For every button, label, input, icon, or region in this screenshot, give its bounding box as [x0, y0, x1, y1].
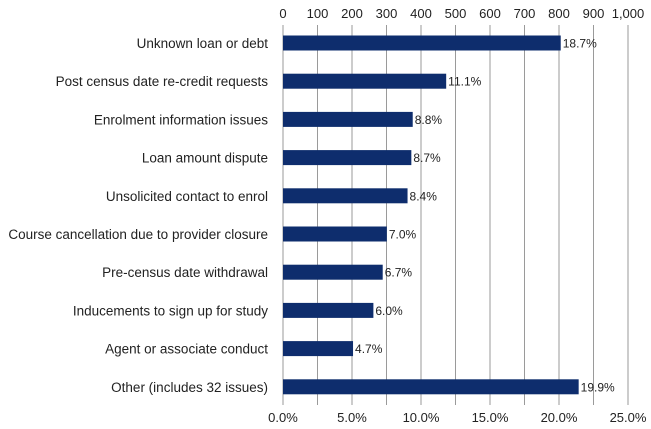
bar: [283, 150, 412, 166]
bar: [283, 226, 387, 242]
data-label: 6.7%: [385, 266, 413, 280]
bottom-axis-tick-label: 0.0%: [268, 410, 298, 425]
data-label: 8.7%: [413, 151, 441, 165]
top-axis-tick-label: 900: [583, 6, 605, 21]
data-label: 18.7%: [563, 37, 597, 51]
top-axis-tick-label: 700: [514, 6, 536, 21]
bottom-axis-tick-label: 10.0%: [403, 410, 440, 425]
bar: [283, 341, 354, 357]
data-label: 11.1%: [448, 75, 481, 89]
data-labels: 18.7% 11.1% 8.8% 8.7% 8.4% 7.0% 6.7% 6.0% 4.7% 19…: [355, 37, 615, 395]
data-label: 4.7%: [355, 342, 383, 356]
bottom-axis-tick-label: 5.0%: [337, 410, 367, 425]
top-axis-tick-label: 1,000: [612, 6, 645, 21]
category-label: Other (includes 32 issues): [111, 380, 268, 395]
category-label: Course cancellation due to provider clos…: [8, 227, 268, 242]
bar: [283, 73, 447, 89]
bars: [283, 35, 579, 395]
top-axis-tick-label: 400: [410, 6, 432, 21]
category-labels: Unknown loan or debt Post census date re-…: [8, 36, 268, 395]
top-axis-tick-label: 500: [445, 6, 467, 21]
category-label: Unknown loan or debt: [137, 36, 269, 51]
top-axis-tick-label: 800: [548, 6, 570, 21]
bottom-axis-tick-label: 20.0%: [541, 410, 578, 425]
top-axis-tick-label: 0: [279, 6, 286, 21]
category-label: Enrolment information issues: [94, 112, 268, 127]
category-label: Post census date re-credit requests: [56, 74, 269, 89]
data-label: 7.0%: [389, 228, 417, 242]
data-label: 6.0%: [375, 304, 403, 318]
category-label: Unsolicited contact to enrol: [106, 189, 268, 204]
data-label: 8.8%: [415, 113, 443, 127]
bottom-axis-tick-label: 15.0%: [472, 410, 509, 425]
bar: [283, 264, 383, 280]
data-label: 19.9%: [581, 380, 615, 394]
bottom-axis: 0.0% 5.0% 10.0% 15.0% 20.0% 25.0%: [268, 410, 647, 425]
top-axis-tick-label: 200: [341, 6, 363, 21]
data-label: 8.4%: [410, 189, 438, 203]
category-label: Agent or associate conduct: [105, 342, 268, 357]
top-axis-tick-label: 100: [307, 6, 329, 21]
category-label: Inducements to sign up for study: [73, 303, 268, 318]
bar: [283, 35, 561, 51]
top-axis-tick-label: 600: [479, 6, 501, 21]
bar: [283, 302, 374, 318]
category-label: Loan amount dispute: [142, 151, 268, 166]
top-axis: 0 100 200 300 400 500 600 700 800 900 1,000: [279, 6, 644, 21]
category-label: Pre-census date withdrawal: [102, 265, 268, 280]
bar: [283, 111, 413, 127]
bar: [283, 188, 408, 204]
top-axis-tick-label: 300: [376, 6, 398, 21]
bottom-axis-tick-label: 25.0%: [610, 410, 647, 425]
bar: [283, 379, 579, 395]
